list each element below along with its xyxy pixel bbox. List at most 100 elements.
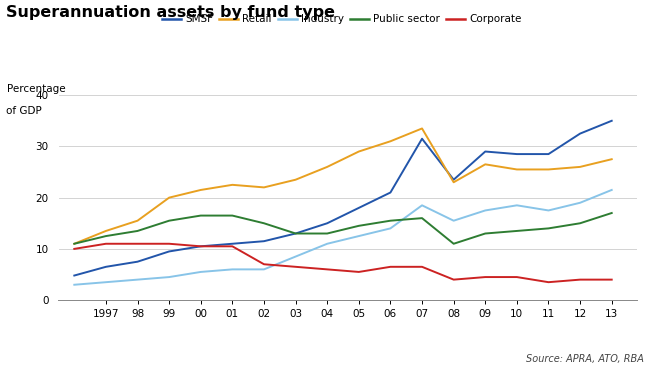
Line: Industry: Industry xyxy=(74,190,612,285)
SMSF xyxy=(482,149,489,154)
SMSF xyxy=(576,131,584,136)
Retail xyxy=(545,167,552,172)
Corporate xyxy=(228,244,236,249)
Corporate xyxy=(134,242,142,246)
Industry xyxy=(387,226,395,231)
Text: Superannuation assets by fund type: Superannuation assets by fund type xyxy=(6,5,335,20)
Industry xyxy=(70,283,78,287)
SMSF xyxy=(355,206,363,210)
Industry xyxy=(102,280,110,284)
Industry xyxy=(260,267,268,272)
Industry xyxy=(545,208,552,213)
Public sector xyxy=(355,224,363,228)
Corporate xyxy=(102,242,110,246)
Public sector xyxy=(450,242,458,246)
SMSF xyxy=(323,221,331,225)
Corporate xyxy=(513,275,521,279)
Corporate xyxy=(418,265,426,269)
Retail xyxy=(450,180,458,184)
Industry xyxy=(418,203,426,208)
SMSF xyxy=(545,152,552,156)
SMSF xyxy=(260,239,268,243)
Industry xyxy=(292,254,300,259)
Public sector xyxy=(70,242,78,246)
Industry xyxy=(482,208,489,213)
Retail xyxy=(134,219,142,223)
SMSF xyxy=(102,265,110,269)
SMSF xyxy=(134,259,142,264)
SMSF xyxy=(228,242,236,246)
Public sector xyxy=(608,211,616,215)
Corporate xyxy=(292,265,300,269)
Corporate xyxy=(576,277,584,282)
Industry xyxy=(134,277,142,282)
Industry xyxy=(450,219,458,223)
Public sector xyxy=(387,219,395,223)
Corporate xyxy=(387,265,395,269)
Public sector xyxy=(418,216,426,220)
Corporate xyxy=(260,262,268,266)
Retail xyxy=(197,188,205,192)
Text: of GDP: of GDP xyxy=(6,106,42,116)
Industry xyxy=(197,270,205,274)
SMSF xyxy=(387,190,395,195)
SMSF xyxy=(418,137,426,141)
Retail xyxy=(418,126,426,131)
Retail xyxy=(513,167,521,172)
Public sector xyxy=(513,229,521,233)
Line: SMSF: SMSF xyxy=(74,121,612,276)
Retail xyxy=(323,165,331,169)
Retail xyxy=(70,242,78,246)
Public sector xyxy=(482,231,489,236)
Industry xyxy=(228,267,236,272)
Corporate xyxy=(197,244,205,249)
Retail xyxy=(576,165,584,169)
Line: Public sector: Public sector xyxy=(74,213,612,244)
Corporate xyxy=(355,270,363,274)
Legend: SMSF, Retail, Industry, Public sector, Corporate: SMSF, Retail, Industry, Public sector, C… xyxy=(162,14,521,24)
Retail xyxy=(165,195,173,200)
Public sector xyxy=(545,226,552,231)
Public sector xyxy=(576,221,584,225)
Retail xyxy=(260,185,268,190)
Industry xyxy=(576,201,584,205)
Text: Source: APRA, ATO, RBA: Source: APRA, ATO, RBA xyxy=(526,354,644,364)
SMSF xyxy=(513,152,521,156)
Corporate xyxy=(70,247,78,251)
Public sector xyxy=(292,231,300,236)
Retail xyxy=(482,162,489,167)
Corporate xyxy=(545,280,552,284)
Text: Percentage: Percentage xyxy=(6,84,65,94)
Public sector xyxy=(165,219,173,223)
Public sector xyxy=(260,221,268,225)
Line: Corporate: Corporate xyxy=(74,244,612,282)
Retail xyxy=(292,178,300,182)
Public sector xyxy=(102,234,110,238)
Retail xyxy=(608,157,616,161)
Industry xyxy=(608,188,616,192)
Corporate xyxy=(165,242,173,246)
Corporate xyxy=(482,275,489,279)
Retail xyxy=(228,183,236,187)
Retail xyxy=(355,149,363,154)
Public sector xyxy=(323,231,331,236)
Industry xyxy=(165,275,173,279)
Public sector xyxy=(228,213,236,218)
Retail xyxy=(387,139,395,143)
Industry xyxy=(513,203,521,208)
SMSF xyxy=(197,244,205,249)
SMSF xyxy=(70,273,78,278)
Corporate xyxy=(323,267,331,272)
SMSF xyxy=(165,249,173,254)
Line: Retail: Retail xyxy=(74,128,612,244)
SMSF xyxy=(608,119,616,123)
SMSF xyxy=(450,178,458,182)
Corporate xyxy=(608,277,616,282)
Public sector xyxy=(134,229,142,233)
Retail xyxy=(102,229,110,233)
Corporate xyxy=(450,277,458,282)
Industry xyxy=(323,242,331,246)
Public sector xyxy=(197,213,205,218)
Industry xyxy=(355,234,363,238)
SMSF xyxy=(292,231,300,236)
